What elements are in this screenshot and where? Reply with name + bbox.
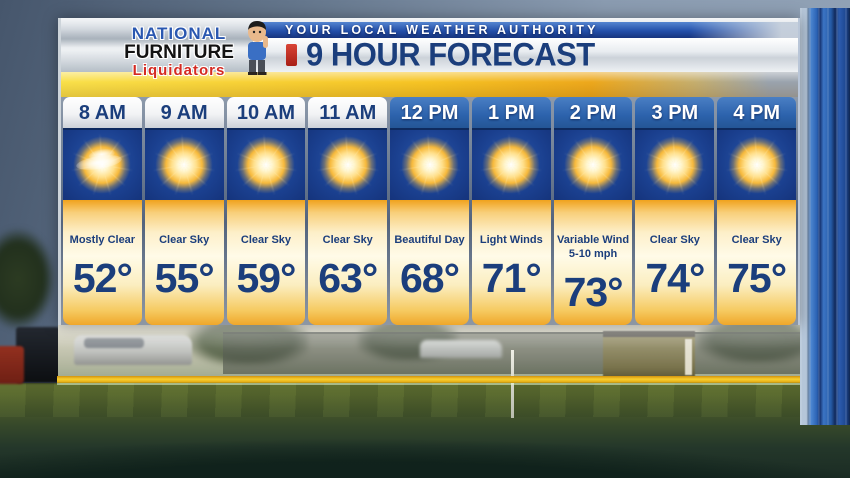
- forecast-columns: 8 AM Mostly Clear 52° 9 AM Clear Sky 55°: [61, 97, 798, 325]
- temperature-value: 71°: [481, 254, 542, 301]
- time-header: 1 PM: [471, 97, 551, 130]
- forecast-column-1pm: 1 PM Light Winds 71°: [471, 97, 551, 325]
- condition-label: Variable Wind 5-10 mph: [557, 234, 630, 260]
- sun-cloud-icon: [73, 136, 132, 194]
- condition-cell: Light Winds 71°: [471, 200, 551, 325]
- condition-cell: Clear Sky 74°: [635, 200, 715, 325]
- sun-icon: [400, 136, 459, 194]
- time-header: 10 AM: [226, 97, 306, 130]
- icon-cell: [471, 130, 551, 200]
- sun-icon: [727, 136, 786, 194]
- sun-icon: [318, 136, 377, 194]
- temperature-value: 59°: [236, 254, 296, 301]
- condition-cell: Clear Sky 59°: [226, 200, 306, 325]
- condition-label: Clear Sky: [731, 234, 782, 246]
- icon-cell: [553, 130, 633, 200]
- cloud-icon: [75, 152, 124, 173]
- temperature-value: 63°: [318, 254, 378, 301]
- forecast-column-12pm: 12 PM Beautiful Day 68°: [390, 97, 469, 325]
- sponsor-line2: FURNITURE: [124, 42, 234, 63]
- authority-text: YOUR LOCAL WEATHER AUTHORITY: [285, 23, 599, 37]
- temperature-value: 55°: [154, 254, 215, 301]
- authority-banner: YOUR LOCAL WEATHER AUTHORITY: [253, 22, 798, 38]
- icon-cell: [144, 130, 224, 200]
- condition-cell: Clear Sky 55°: [144, 200, 224, 325]
- haze-overlay: [58, 325, 800, 377]
- sun-icon: [564, 136, 623, 194]
- icon-cell: [308, 130, 388, 200]
- condition-label: Clear Sky: [159, 234, 210, 246]
- condition-cell: Variable Wind 5-10 mph 73°: [553, 200, 633, 325]
- panel-bottom-highlight: [57, 383, 806, 385]
- background-photo-strip: [58, 325, 800, 377]
- time-header: 3 PM: [635, 97, 715, 130]
- condition-cell: Beautiful Day 68°: [390, 200, 469, 325]
- forecast-column-11am: 11 AM Clear Sky 63°: [308, 97, 388, 325]
- icon-cell: [717, 130, 797, 200]
- time-header: 4 PM: [717, 97, 797, 130]
- sponsor-logo: NATIONAL FURNITURE Liquidators: [119, 25, 239, 78]
- time-header: 2 PM: [553, 97, 633, 130]
- temperature-value: 75°: [727, 254, 787, 301]
- panel-bottom-gold-bar: [57, 376, 806, 383]
- forecast-column-8am: 8 AM Mostly Clear 52°: [63, 97, 142, 325]
- forecast-panel: YOUR LOCAL WEATHER AUTHORITY 9 HOUR FORE…: [58, 18, 800, 325]
- trees-photo: [0, 225, 66, 345]
- icon-cell: [63, 130, 142, 200]
- icon-cell: [390, 130, 469, 200]
- condition-cell: Clear Sky 63°: [308, 200, 388, 325]
- sponsor-line3: Liquidators: [132, 62, 226, 79]
- condition-label: Clear Sky: [322, 234, 373, 246]
- sun-icon: [482, 136, 541, 194]
- temperature-value: 73°: [563, 268, 624, 315]
- grass-field-photo: [0, 383, 850, 478]
- condition-label: Mostly Clear: [69, 234, 136, 246]
- title-strip: 9 HOUR FORECAST: [253, 36, 798, 73]
- forecast-column-9am: 9 AM Clear Sky 55°: [144, 97, 224, 325]
- icon-cell: [635, 130, 715, 200]
- condition-label: Beautiful Day: [394, 234, 465, 246]
- gold-divider-band: [61, 72, 798, 97]
- forecast-column-2pm: 2 PM Variable Wind 5-10 mph 73°: [553, 97, 633, 325]
- sponsor-line1: NATIONAL: [131, 24, 227, 43]
- forecast-column-10am: 10 AM Clear Sky 59°: [226, 97, 306, 325]
- panel-header: YOUR LOCAL WEATHER AUTHORITY 9 HOUR FORE…: [61, 18, 798, 78]
- time-header: 9 AM: [144, 97, 224, 130]
- temperature-value: 68°: [400, 254, 460, 301]
- time-header: 8 AM: [63, 97, 142, 130]
- studio-frame-blue-bars: [800, 8, 850, 425]
- red-car-photo: [0, 346, 24, 384]
- condition-label: Light Winds: [479, 234, 543, 246]
- sun-icon: [645, 136, 704, 194]
- mascot-cartoon: [248, 21, 268, 75]
- condition-label: Clear Sky: [240, 234, 292, 246]
- sun-icon: [155, 136, 214, 194]
- condition-cell: Mostly Clear 52°: [63, 200, 142, 325]
- temperature-value: 74°: [645, 254, 705, 301]
- time-header: 11 AM: [308, 97, 388, 130]
- forecast-column-4pm: 4 PM Clear Sky 75°: [717, 97, 797, 325]
- grass-texture: [0, 383, 850, 417]
- forecast-column-3pm: 3 PM Clear Sky 74°: [635, 97, 715, 325]
- temperature-value: 52°: [72, 254, 133, 301]
- condition-cell: Clear Sky 75°: [717, 200, 797, 325]
- icon-cell: [226, 130, 306, 200]
- red-accent-bar: [286, 44, 297, 66]
- page-title: 9 HOUR FORECAST: [306, 36, 595, 73]
- condition-label: Clear Sky: [649, 234, 700, 246]
- sun-icon: [236, 136, 295, 194]
- time-header: 12 PM: [390, 97, 469, 130]
